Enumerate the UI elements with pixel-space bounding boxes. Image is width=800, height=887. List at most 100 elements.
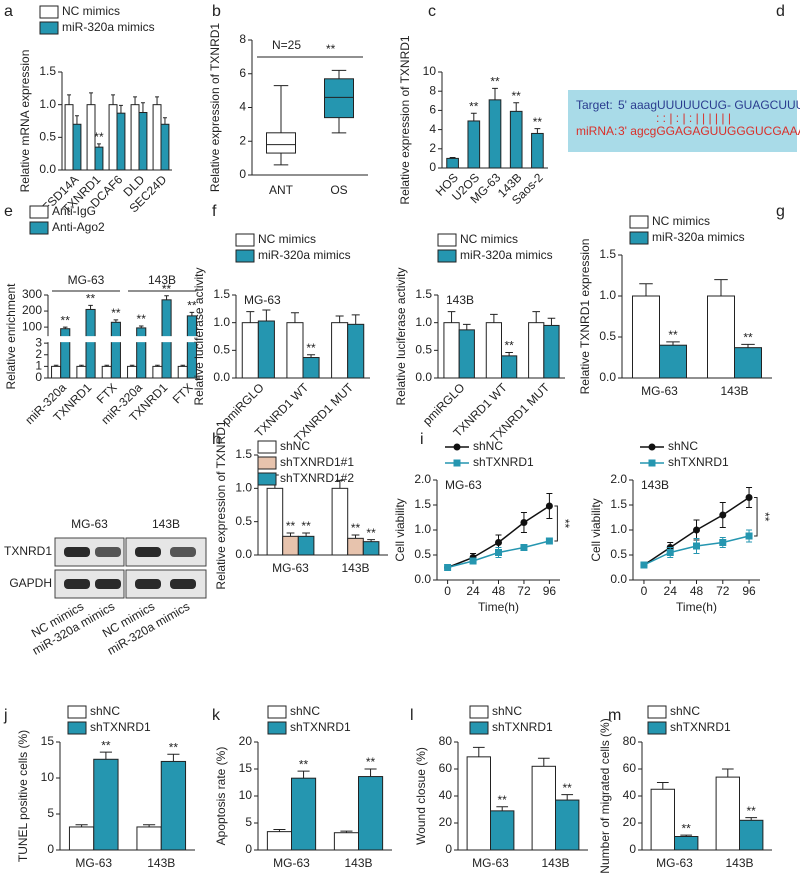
point xyxy=(469,557,477,565)
point xyxy=(495,539,502,546)
error-bar xyxy=(155,364,160,367)
blot-band xyxy=(135,547,161,557)
y-axis-label: Relative luciferase activity xyxy=(394,267,408,405)
error-bar xyxy=(492,87,498,100)
bar xyxy=(177,365,188,379)
mirna-seq: 3' agcgGGAGAGUUGGGUCGAAAa 5' xyxy=(618,124,800,138)
bar xyxy=(650,788,675,851)
y-tick-label: 3 xyxy=(35,335,42,349)
point xyxy=(444,564,452,571)
bar xyxy=(347,537,364,556)
legend-label: NC mimics xyxy=(460,232,518,246)
significance: ** xyxy=(533,115,543,129)
significance: ** xyxy=(137,312,147,326)
panel-letter: f xyxy=(212,203,217,220)
y-tick-label: 0.5 xyxy=(414,547,431,561)
y-axis-label: Relative expression of TXNRD1 xyxy=(208,23,222,193)
y-tick-label: 4 xyxy=(429,122,436,136)
point xyxy=(520,544,528,551)
error-bar xyxy=(167,753,180,762)
y-tick-label: 1 xyxy=(35,359,42,373)
y-tick-label: 1.5 xyxy=(415,287,432,301)
y-tick-label: 20 xyxy=(623,815,637,829)
error-bar xyxy=(62,326,68,329)
bar xyxy=(127,365,138,379)
bar xyxy=(93,758,119,851)
legend-swatch xyxy=(29,221,49,235)
bar xyxy=(101,365,112,379)
x-tick-label: MG-63 xyxy=(641,384,678,398)
error-bar xyxy=(155,96,160,105)
bar xyxy=(466,756,492,851)
bar xyxy=(68,826,95,851)
bar xyxy=(297,535,315,556)
x-tick-label: 24 xyxy=(466,584,480,598)
error-bar xyxy=(666,341,680,346)
legend-swatch xyxy=(235,233,255,247)
legend-label: shNC xyxy=(90,704,120,718)
legend-swatch xyxy=(257,472,277,486)
legend-label: shTXNRD1 xyxy=(670,720,731,734)
bar xyxy=(531,132,544,169)
target-seq: 5' aaagUUUUUCUG- GUAGCUUUa 3' xyxy=(618,98,800,112)
x-tick-label: 143B xyxy=(720,384,748,398)
significance: ** xyxy=(512,89,522,103)
x-tick-label: ANT xyxy=(269,183,294,197)
x-tick-label: 143B xyxy=(725,856,753,870)
error-bar xyxy=(189,311,195,316)
error-bar xyxy=(88,304,93,310)
y-tick-label: 4 xyxy=(239,100,246,114)
y-tick-label: 5 xyxy=(47,806,54,820)
significance: ** xyxy=(504,339,514,353)
y-tick-label: 2.0 xyxy=(610,472,627,486)
legend-label: shNC xyxy=(670,704,700,718)
legend-swatch xyxy=(235,249,255,263)
legend-label: shTXNRD1 xyxy=(90,720,151,734)
legend-label: shNC xyxy=(280,439,310,453)
annotation: 143B xyxy=(641,478,669,492)
point xyxy=(719,539,727,546)
legend-label: Anti-IgG xyxy=(52,204,96,218)
x-axis-label: Time(h) xyxy=(676,600,717,614)
error-bar xyxy=(367,539,375,542)
y-tick-label: 80 xyxy=(623,734,637,748)
point xyxy=(545,502,553,510)
bar xyxy=(347,323,365,379)
significance: ** xyxy=(286,519,296,533)
error-bar xyxy=(462,323,471,330)
bar xyxy=(266,487,284,556)
panel-letter: e xyxy=(4,203,13,220)
y-axis-label: Relative enrichment xyxy=(4,283,18,390)
panel-letter: b xyxy=(212,3,221,20)
y-axis-label: Relative mRNA expression xyxy=(18,50,32,193)
significance: ** xyxy=(747,804,757,818)
point xyxy=(666,549,674,556)
bar xyxy=(94,146,104,171)
error-bar xyxy=(307,354,316,358)
bar xyxy=(286,322,304,379)
bar xyxy=(72,123,82,171)
axis-break xyxy=(42,336,202,343)
significance: ** xyxy=(490,74,500,88)
error-bar xyxy=(449,156,456,159)
point xyxy=(495,549,502,556)
error-bar xyxy=(262,309,271,322)
legend-label: shNC xyxy=(492,704,522,718)
bar xyxy=(302,357,320,379)
y-axis-label: Relative expression of TXNRD1 xyxy=(398,35,412,205)
bar xyxy=(152,104,162,171)
significance: ** xyxy=(366,526,376,540)
x-tick-label: 96 xyxy=(742,584,756,598)
error-bar xyxy=(99,751,112,760)
legend-swatch xyxy=(39,21,59,35)
significance: ** xyxy=(743,331,753,345)
legend-swatch xyxy=(257,456,277,470)
error-bar xyxy=(472,746,485,757)
legend-label: Anti-Ago2 xyxy=(52,220,105,234)
error-bar xyxy=(89,92,94,105)
bar xyxy=(60,328,71,379)
x-tick-label: 72 xyxy=(517,584,531,598)
legend-swatch xyxy=(629,215,649,229)
legend-swatch xyxy=(469,721,489,735)
error-bar xyxy=(741,343,755,348)
